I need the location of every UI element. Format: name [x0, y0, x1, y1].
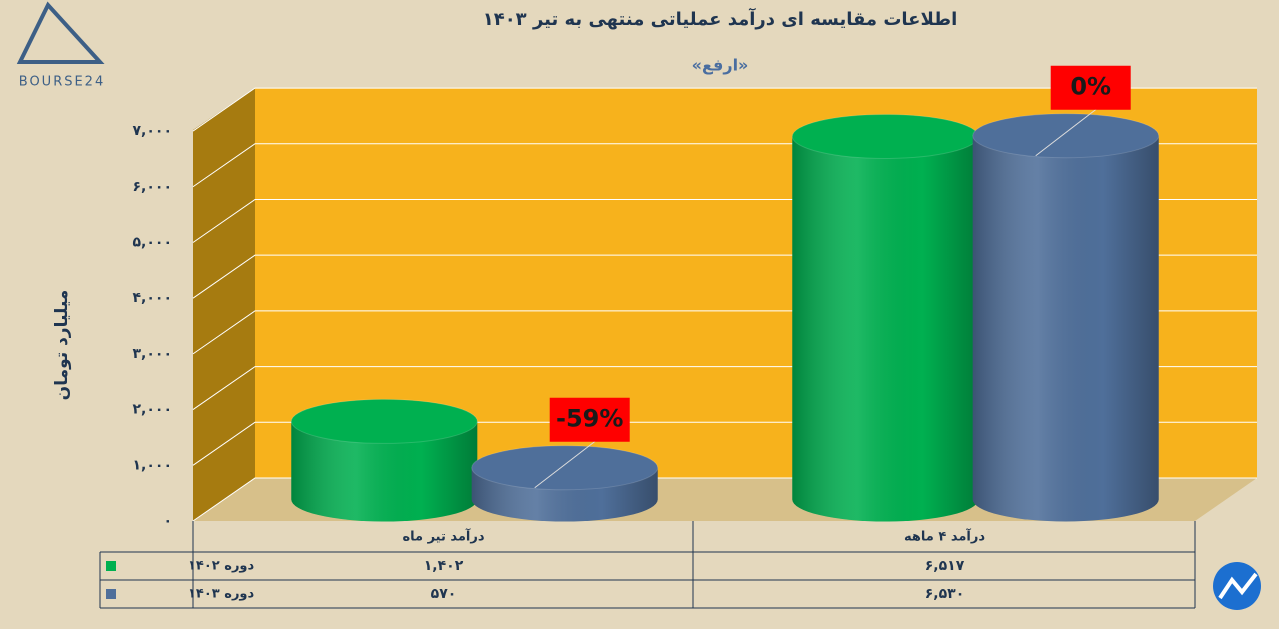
change-label: 0%	[1070, 73, 1111, 101]
change-label: -59%	[556, 405, 623, 433]
y-tick-label: ۴,۰۰۰	[133, 290, 173, 306]
y-tick-label: ۲,۰۰۰	[133, 402, 173, 418]
y-tick-label: ۷,۰۰۰	[133, 123, 173, 139]
leader-line	[534, 437, 601, 489]
logo-text: BOURSE24	[19, 75, 105, 90]
category-label: درآمد ۴ ماهه	[904, 528, 985, 545]
table-value: ۵۷۰	[431, 586, 457, 602]
change-label-box	[1050, 65, 1131, 110]
table-value: ۶,۵۳۰	[925, 586, 965, 602]
legend-label: دوره ۱۴۰۲	[188, 559, 255, 574]
cylinder	[290, 398, 478, 522]
logo-mark	[16, 1, 105, 64]
corner-icon	[1213, 562, 1261, 610]
cylinder-top	[290, 398, 478, 444]
grid-line	[192, 87, 1257, 132]
table-lines	[99, 521, 1196, 609]
legend-label: دوره ۱۴۰۳	[188, 587, 255, 602]
chart-subtitle: «ارفع»	[692, 56, 749, 75]
y-tick-label: ۵,۰۰۰	[133, 234, 173, 250]
y-tick-label: ۶,۰۰۰	[133, 179, 173, 195]
legend-swatch	[106, 561, 116, 571]
cylinder-shade	[792, 136, 979, 522]
cylinder-shade	[972, 135, 1159, 522]
cylinder-top	[972, 113, 1160, 159]
side-wall	[193, 88, 255, 521]
table-value: ۶,۵۱۷	[925, 558, 965, 574]
table-value: ۱,۴۰۲	[424, 558, 464, 574]
chart-title: اطلاعات مقایسه ای درآمد عملیاتی منتهی به…	[483, 7, 958, 30]
leader-line	[1035, 105, 1102, 157]
legend-swatch	[106, 589, 116, 599]
cylinder	[471, 445, 659, 522]
cylinder	[791, 113, 979, 522]
cylinder-shade	[291, 421, 478, 522]
cylinder	[972, 113, 1160, 522]
y-tick-label: ۱,۰۰۰	[133, 457, 173, 473]
cylinder-top	[791, 113, 979, 159]
icon-arrow	[1218, 572, 1258, 600]
y-tick-label: ۳,۰۰۰	[133, 346, 173, 362]
change-label-box	[549, 397, 630, 442]
cylinder-top	[471, 445, 659, 491]
y-tick-label: ۰	[163, 513, 172, 529]
y-axis-label: میلیارد تومان	[52, 290, 72, 401]
category-label: درآمد تیر ماه	[402, 528, 484, 545]
bars	[290, 113, 1160, 522]
